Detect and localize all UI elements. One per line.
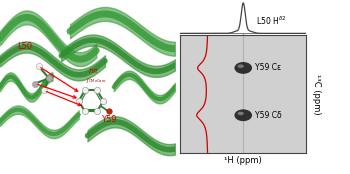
Text: L50: L50 (17, 42, 32, 51)
Text: ¹³C (ppm): ¹³C (ppm) (312, 74, 321, 114)
Text: $h\pi$: $h\pi$ (88, 66, 98, 75)
Ellipse shape (238, 64, 244, 68)
Text: L50 H$^{\delta 2}$: L50 H$^{\delta 2}$ (256, 14, 286, 27)
Ellipse shape (238, 112, 244, 115)
Text: Y59: Y59 (101, 115, 116, 124)
Text: $J_\mathregular{CMeCaro}$: $J_\mathregular{CMeCaro}$ (86, 76, 107, 85)
Ellipse shape (234, 109, 252, 121)
Ellipse shape (234, 62, 252, 74)
X-axis label: ¹H (ppm): ¹H (ppm) (224, 156, 262, 165)
Text: Y59 Cδ: Y59 Cδ (254, 111, 281, 120)
Text: Y59 Cε: Y59 Cε (254, 64, 281, 72)
